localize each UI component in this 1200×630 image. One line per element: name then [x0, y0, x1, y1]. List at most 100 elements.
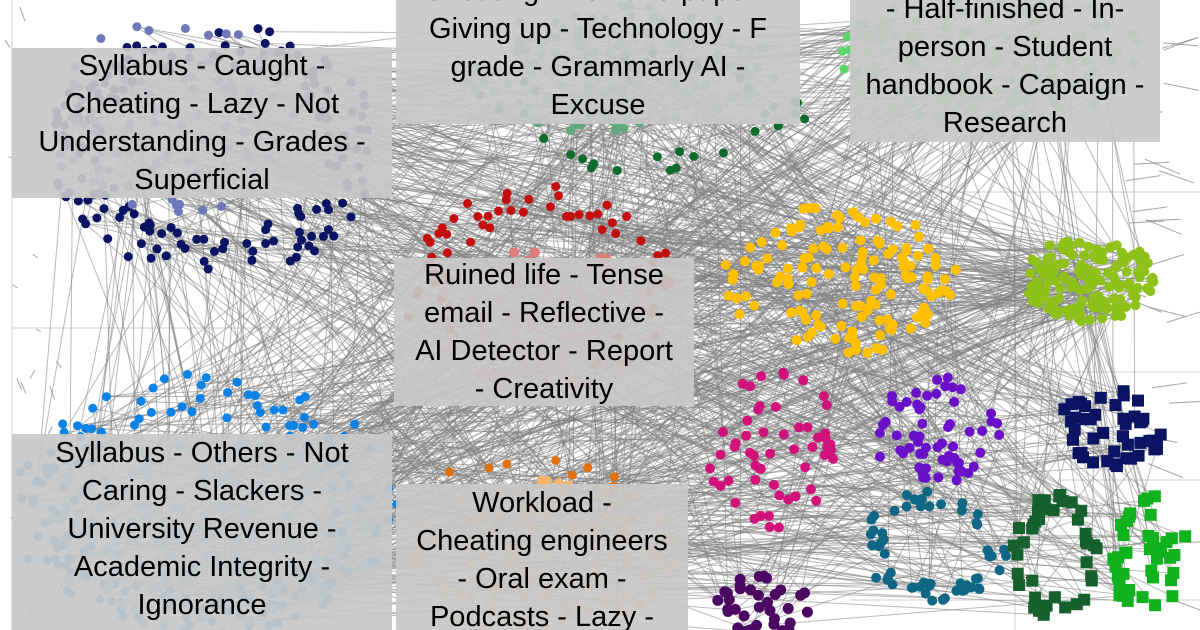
graph-node — [1007, 539, 1020, 552]
graph-node — [518, 207, 528, 217]
graph-node — [265, 27, 275, 37]
graph-node — [248, 246, 258, 256]
graph-edge — [19, 6, 26, 22]
graph-node — [221, 29, 231, 39]
graph-node — [665, 165, 675, 175]
graph-node — [1136, 591, 1149, 604]
graph-node — [166, 407, 176, 417]
graph-node — [1120, 452, 1133, 465]
graph-node — [329, 231, 339, 241]
graph-node — [932, 442, 943, 453]
graph-node — [1013, 579, 1026, 591]
graph-node — [913, 250, 923, 261]
graph-node — [1122, 252, 1133, 263]
graph-node — [850, 344, 861, 355]
graph-node — [602, 200, 612, 210]
graph-node — [855, 235, 866, 246]
graph-node — [1028, 601, 1041, 614]
graph-node — [136, 396, 146, 406]
graph-node — [1117, 412, 1130, 425]
graph-node — [720, 259, 731, 270]
graph-node — [422, 233, 432, 243]
graph-edge — [532, 119, 936, 267]
graph-node — [1017, 536, 1030, 549]
graph-node — [1073, 313, 1084, 324]
graph-node — [1121, 266, 1132, 277]
graph-node — [1145, 564, 1158, 577]
graph-node — [278, 405, 288, 415]
graph-node — [261, 239, 271, 248]
label-line: person - Student — [897, 31, 1113, 63]
graph-node — [247, 255, 257, 265]
graph-node — [1076, 270, 1087, 280]
graph-node — [734, 573, 746, 585]
graph-node — [901, 501, 912, 512]
graph-node — [619, 124, 629, 133]
graph-node — [866, 514, 877, 525]
graph-node — [298, 422, 308, 432]
graph-node — [1108, 445, 1121, 458]
graph-node — [88, 403, 98, 413]
graph-node — [708, 476, 719, 487]
graph-node — [877, 344, 888, 355]
graph-node — [745, 381, 756, 392]
graph-node — [951, 585, 962, 596]
graph-node — [220, 237, 229, 247]
graph-node — [887, 391, 898, 401]
topic-label-syllabus-others: Syllabus - Others - Not Caring - Slacker… — [12, 434, 392, 630]
graph-node — [972, 509, 983, 520]
graph-edge — [803, 208, 1094, 439]
graph-edge — [16, 378, 23, 391]
graph-node — [770, 402, 781, 412]
graph-node — [1108, 293, 1119, 304]
graph-node — [1117, 529, 1130, 542]
graph-node — [738, 610, 750, 622]
graph-node — [889, 505, 900, 516]
graph-edge — [4, 40, 11, 48]
graph-edge — [630, 308, 1108, 600]
graph-node — [972, 573, 983, 584]
graph-node — [243, 390, 253, 400]
graph-edge — [1163, 82, 1199, 91]
graph-edge — [927, 279, 1025, 543]
graph-node — [1116, 280, 1126, 291]
graph-node — [900, 269, 911, 280]
graph-node — [1053, 306, 1064, 317]
graph-node — [192, 234, 202, 244]
graph-edge — [853, 78, 1174, 574]
graph-node — [722, 604, 734, 615]
graph-edge — [1163, 36, 1199, 51]
graph-node — [815, 321, 826, 332]
topic-label-syllabus-caught: Syllabus - Caught - Cheating - Lazy - No… — [12, 48, 392, 198]
graph-node — [885, 289, 896, 300]
topic-label-half-finished: - Half-finished - In- person - Student h… — [850, 0, 1160, 142]
graph-node — [1117, 389, 1130, 402]
graph-node — [811, 263, 822, 274]
graph-node — [175, 199, 185, 209]
graph-node — [1013, 522, 1025, 535]
graph-node — [1029, 591, 1042, 604]
graph-node — [752, 589, 764, 601]
graph-node — [959, 585, 970, 596]
graph-edge — [566, 216, 881, 279]
graph-node — [260, 38, 270, 48]
graph-node — [715, 449, 726, 460]
graph-node — [762, 253, 773, 264]
graph-node — [180, 24, 190, 33]
graph-node — [930, 260, 941, 271]
graph-node — [836, 320, 847, 331]
graph-node — [910, 220, 921, 230]
graph-node — [157, 229, 167, 238]
graph-node — [911, 387, 922, 398]
graph-node — [718, 427, 728, 437]
graph-node — [1049, 262, 1059, 273]
label-line: Excuse — [550, 89, 646, 121]
graph-node — [1143, 543, 1156, 556]
graph-node — [81, 424, 91, 433]
graph-edge — [103, 208, 145, 228]
graph-node — [566, 126, 576, 135]
graph-node — [220, 41, 230, 51]
graph-node — [323, 225, 333, 234]
violet-cluster — [874, 372, 1005, 486]
graph-node — [968, 461, 979, 472]
